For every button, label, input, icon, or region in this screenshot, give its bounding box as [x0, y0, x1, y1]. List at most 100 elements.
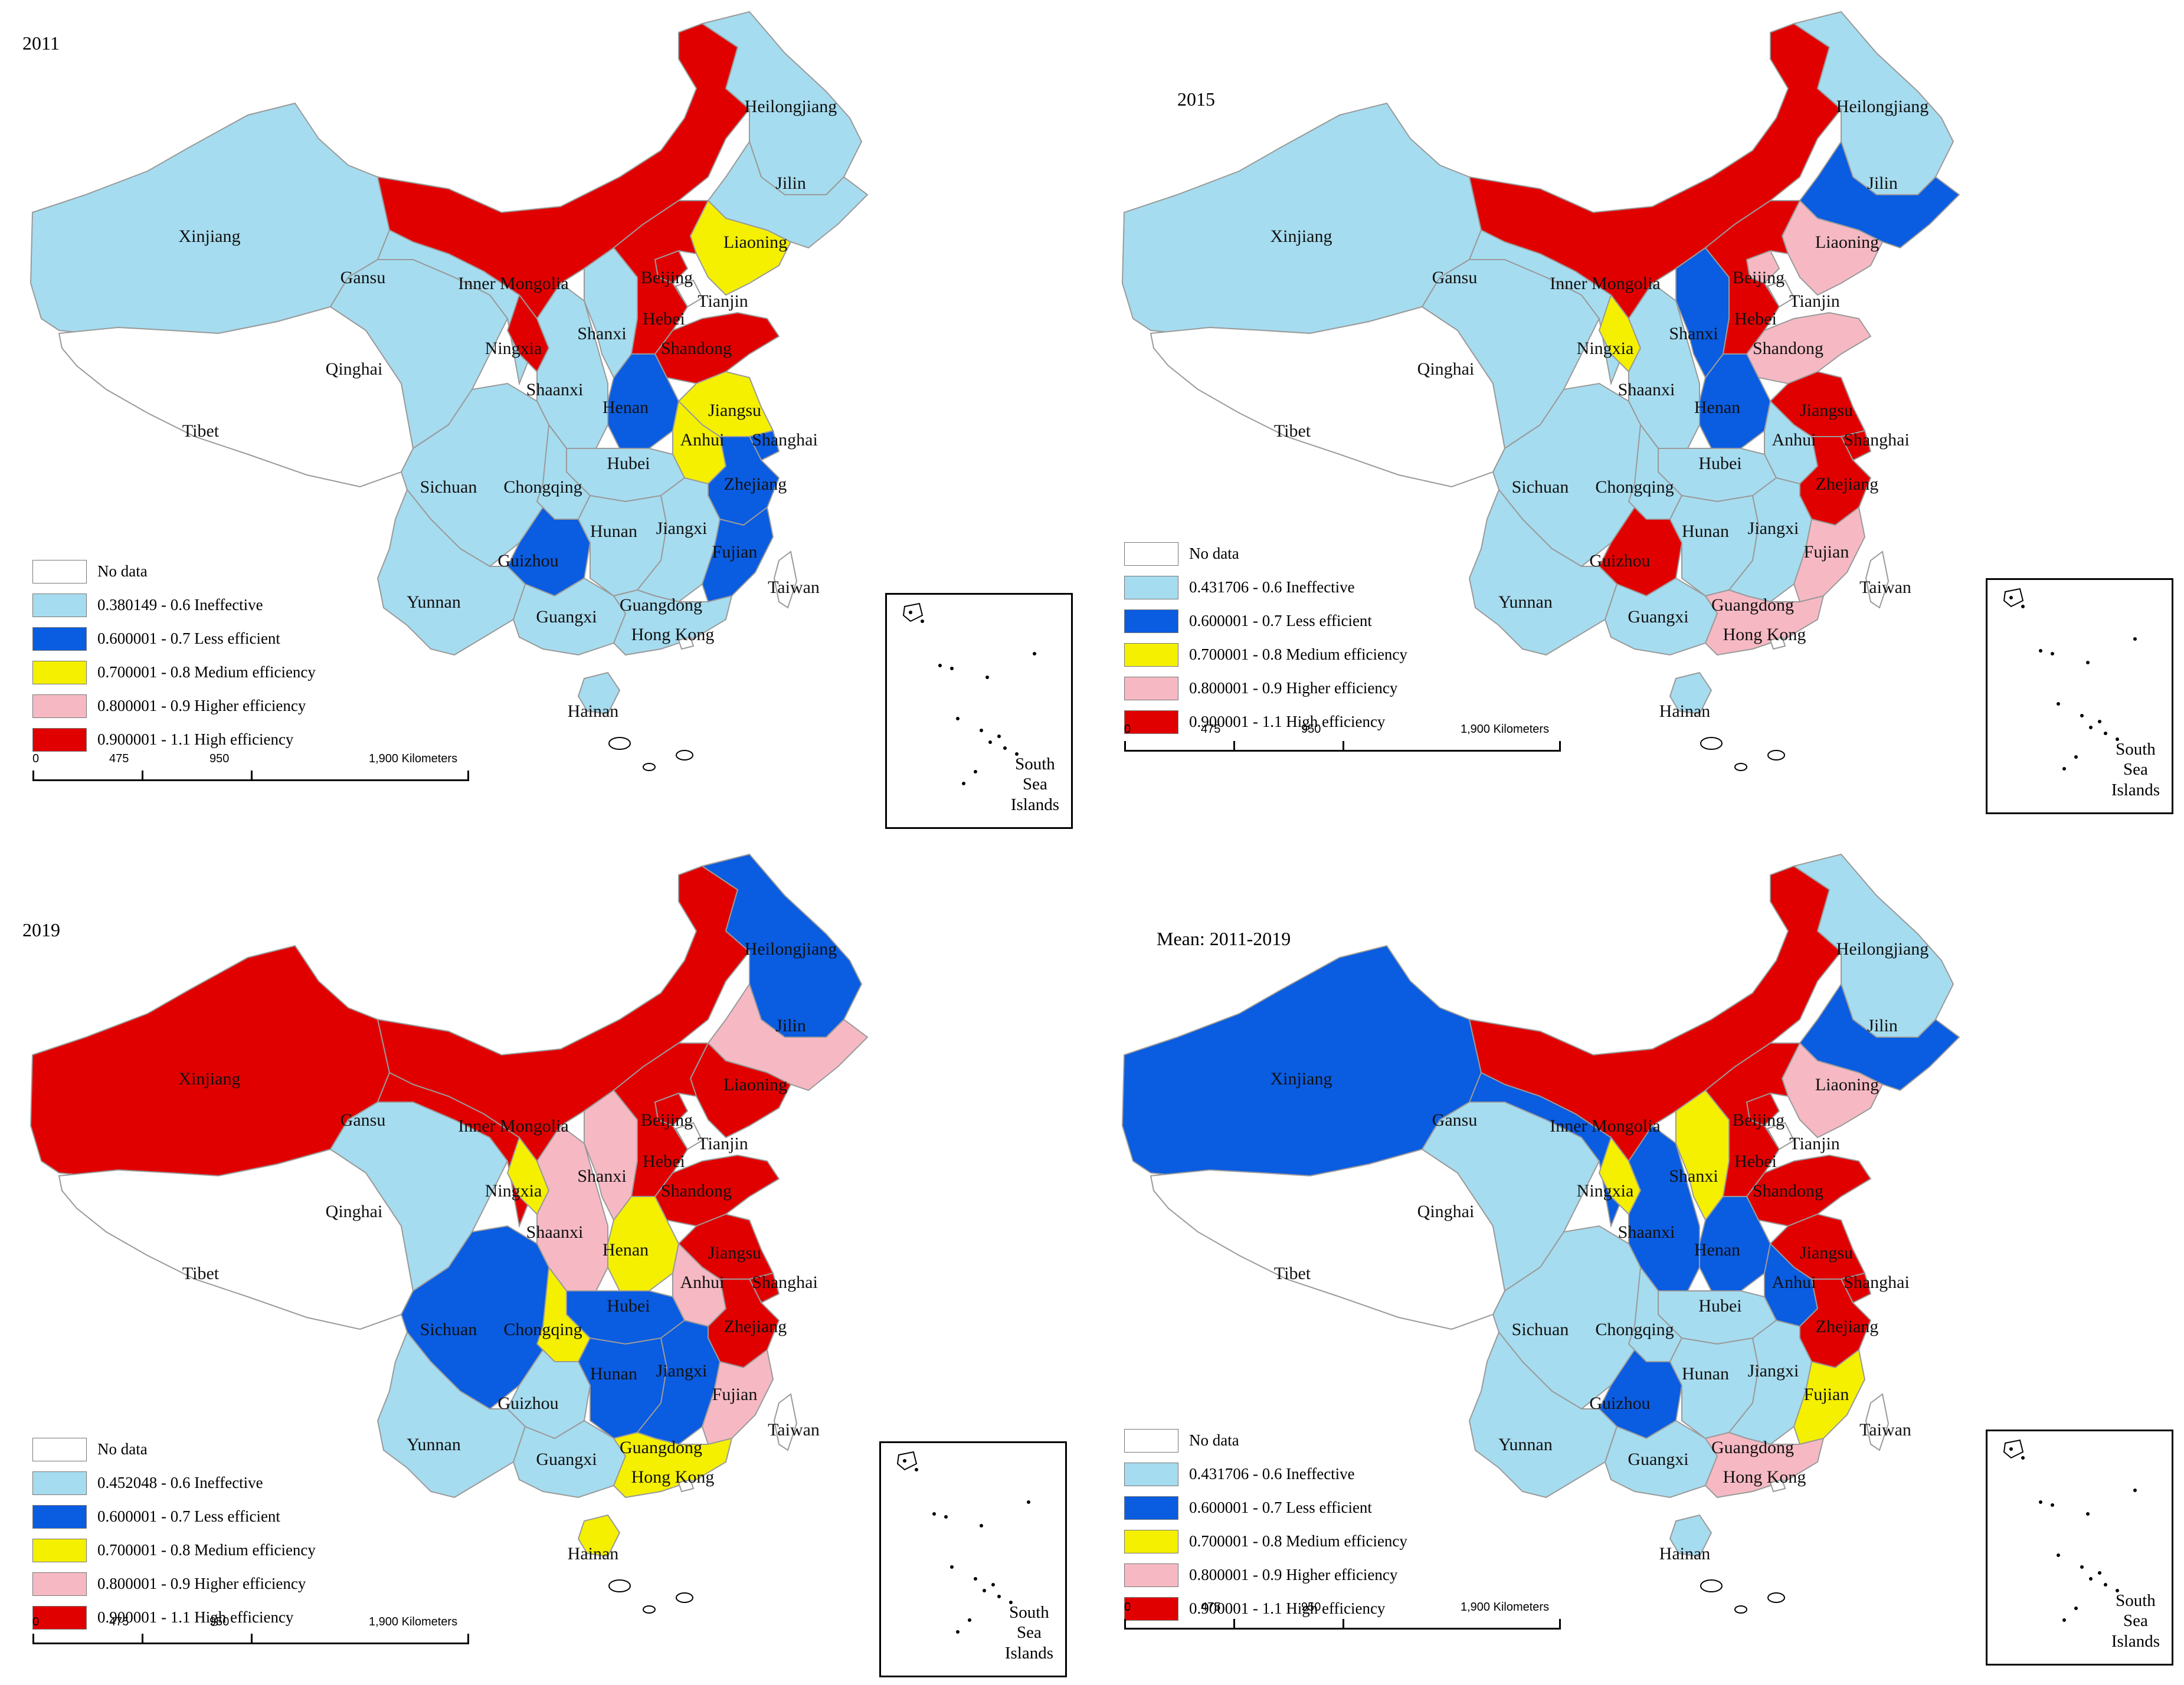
label-hong-kong: Hong Kong	[631, 625, 715, 644]
scale-tick-label: 0	[32, 1615, 40, 1628]
province-shandong	[1746, 1154, 1872, 1227]
label-guangxi: Guangxi	[1628, 1450, 1688, 1469]
province-shandong	[654, 1154, 780, 1227]
label-guizhou: Guizhou	[497, 551, 558, 571]
label-jilin: Jilin	[1867, 1016, 1898, 1035]
province-tibet	[1150, 306, 1506, 488]
inset-islands-drawing	[902, 602, 1036, 785]
scale-line	[32, 768, 469, 781]
legend-item: No data	[1124, 1424, 1407, 1457]
island-outline	[1767, 750, 1785, 760]
label-henan: Henan	[1694, 398, 1740, 417]
label-jiangsu: Jiangsu	[1800, 1243, 1853, 1263]
label-zhejiang: Zhejiang	[724, 474, 787, 494]
scale-tick-label: 0	[32, 752, 40, 765]
label-ningxia: Ningxia	[1577, 1181, 1634, 1201]
label-jiangsu: Jiangsu	[1800, 401, 1853, 420]
island-outline	[1700, 737, 1723, 750]
legend-label: 0.600001 - 0.7 Less efficient	[97, 630, 280, 647]
panel-title: 2015	[1177, 88, 1215, 110]
legend-item: 0.700001 - 0.8 Medium efficiency	[32, 1533, 316, 1567]
legend-label: 0.900001 - 1.1 High efficiency	[1189, 1599, 1386, 1617]
label-qinghai: Qinghai	[326, 1202, 383, 1221]
label-shanghai: Shanghai	[752, 1273, 818, 1292]
scale-bar: 0 475 950 1,900 Kilometers	[32, 752, 516, 781]
legend-label: 0.800001 - 0.9 Higher efficiency	[97, 697, 306, 714]
legend-swatch	[1124, 1496, 1178, 1520]
label-xinjiang: Xinjiang	[179, 227, 241, 246]
scale-line	[1124, 738, 1561, 752]
legend-item: No data	[32, 1432, 316, 1466]
island-outline	[676, 750, 693, 760]
legend-item: 0.900001 - 1.1 High efficiency	[32, 1601, 316, 1634]
label-sichuan: Sichuan	[1512, 1320, 1569, 1339]
label-taiwan: Taiwan	[768, 578, 820, 597]
label-tianjin: Tianjin	[1789, 291, 1840, 311]
label-fujian: Fujian	[712, 542, 758, 562]
legend-item: 0.800001 - 0.9 Higher efficiency	[32, 1567, 316, 1601]
label-gansu: Gansu	[340, 268, 386, 287]
label-inner-mongolia: Inner Mongolia	[458, 1116, 568, 1136]
map-panel-3: Xinjiang Gansu Inner Mongolia Heilongjiang J…	[0, 842, 1092, 1685]
legend-label: No data	[1189, 1431, 1239, 1449]
label-hunan: Hunan	[590, 1364, 637, 1384]
label-taiwan: Taiwan	[1859, 1420, 1911, 1440]
label-tianjin: Tianjin	[1789, 1134, 1840, 1153]
province-taiwan	[773, 1393, 798, 1451]
label-beijing: Beijing	[641, 268, 693, 287]
province-yunnan	[1468, 1331, 1618, 1499]
legend-label: 0.452048 - 0.6 Ineffective	[97, 1474, 263, 1491]
label-henan: Henan	[1694, 1240, 1740, 1260]
label-xinjiang: Xinjiang	[1271, 1069, 1332, 1089]
legend-item: 0.452048 - 0.6 Ineffective	[32, 1466, 316, 1500]
province-tibet	[1150, 1148, 1506, 1330]
label-shandong: Shandong	[1753, 1181, 1823, 1201]
label-shanxi: Shanxi	[1669, 324, 1718, 343]
island-outline	[676, 1592, 693, 1603]
label-beijing: Beijing	[1733, 1110, 1784, 1130]
legend-item: 0.700001 - 0.8 Medium efficiency	[32, 655, 316, 689]
label-anhui: Anhui	[1772, 1273, 1816, 1292]
label-henan: Henan	[603, 398, 649, 417]
label-inner-mongolia: Inner Mongolia	[458, 274, 568, 293]
label-tibet: Tibet	[182, 421, 220, 441]
legend-item: 0.600001 - 0.7 Less efficient	[32, 622, 316, 655]
inset-label-line: South	[1015, 754, 1055, 773]
label-tianjin: Tianjin	[698, 1134, 748, 1153]
legend-swatch	[1124, 676, 1178, 700]
province-fujian	[701, 1349, 774, 1445]
legend-swatch	[1124, 1529, 1178, 1553]
province-yunnan	[1468, 489, 1618, 656]
legend-swatch	[1124, 542, 1178, 566]
label-shanxi: Shanxi	[577, 1166, 626, 1186]
scale-line	[1124, 1616, 1561, 1630]
province-guangdong	[613, 589, 733, 656]
legend-swatch	[1124, 642, 1178, 667]
label-inner-mongolia: Inner Mongolia	[1550, 274, 1660, 293]
label-ningxia: Ningxia	[485, 1181, 542, 1201]
south-sea-islands-inset: South Sea Islands	[1986, 578, 2173, 814]
legend-swatch	[1124, 1597, 1178, 1621]
label-inner-mongolia: Inner Mongolia	[1550, 1116, 1660, 1136]
province-hong-kong	[1769, 636, 1786, 650]
label-heilongjiang: Heilongjiang	[745, 97, 837, 116]
label-jiangsu: Jiangsu	[708, 401, 761, 420]
province-taiwan	[1865, 550, 1890, 609]
legend-swatch	[1124, 1462, 1178, 1486]
legend-label: 0.600001 - 0.7 Less efficient	[1189, 1499, 1372, 1516]
island-outline	[608, 1579, 631, 1592]
province-hebei	[613, 200, 709, 355]
province-tibet	[58, 1148, 414, 1330]
legend-label: 0.900001 - 1.1 High efficiency	[1189, 713, 1386, 730]
inset-label-line: Sea	[2123, 760, 2148, 779]
label-heilongjiang: Heilongjiang	[745, 939, 837, 959]
legend-label: 0.800001 - 0.9 Higher efficiency	[1189, 1566, 1398, 1584]
label-xinjiang: Xinjiang	[1271, 227, 1332, 246]
label-jiangxi: Jiangxi	[656, 519, 708, 538]
label-hubei: Hubei	[607, 1296, 650, 1316]
scale-tick-label: 950	[209, 1615, 230, 1628]
label-shandong: Shandong	[661, 339, 732, 358]
legend: No data 0.380149 - 0.6 Ineffective 0.60000…	[32, 555, 316, 756]
inset-islands-drawing	[2003, 588, 2137, 771]
legend-swatch	[32, 1572, 87, 1596]
